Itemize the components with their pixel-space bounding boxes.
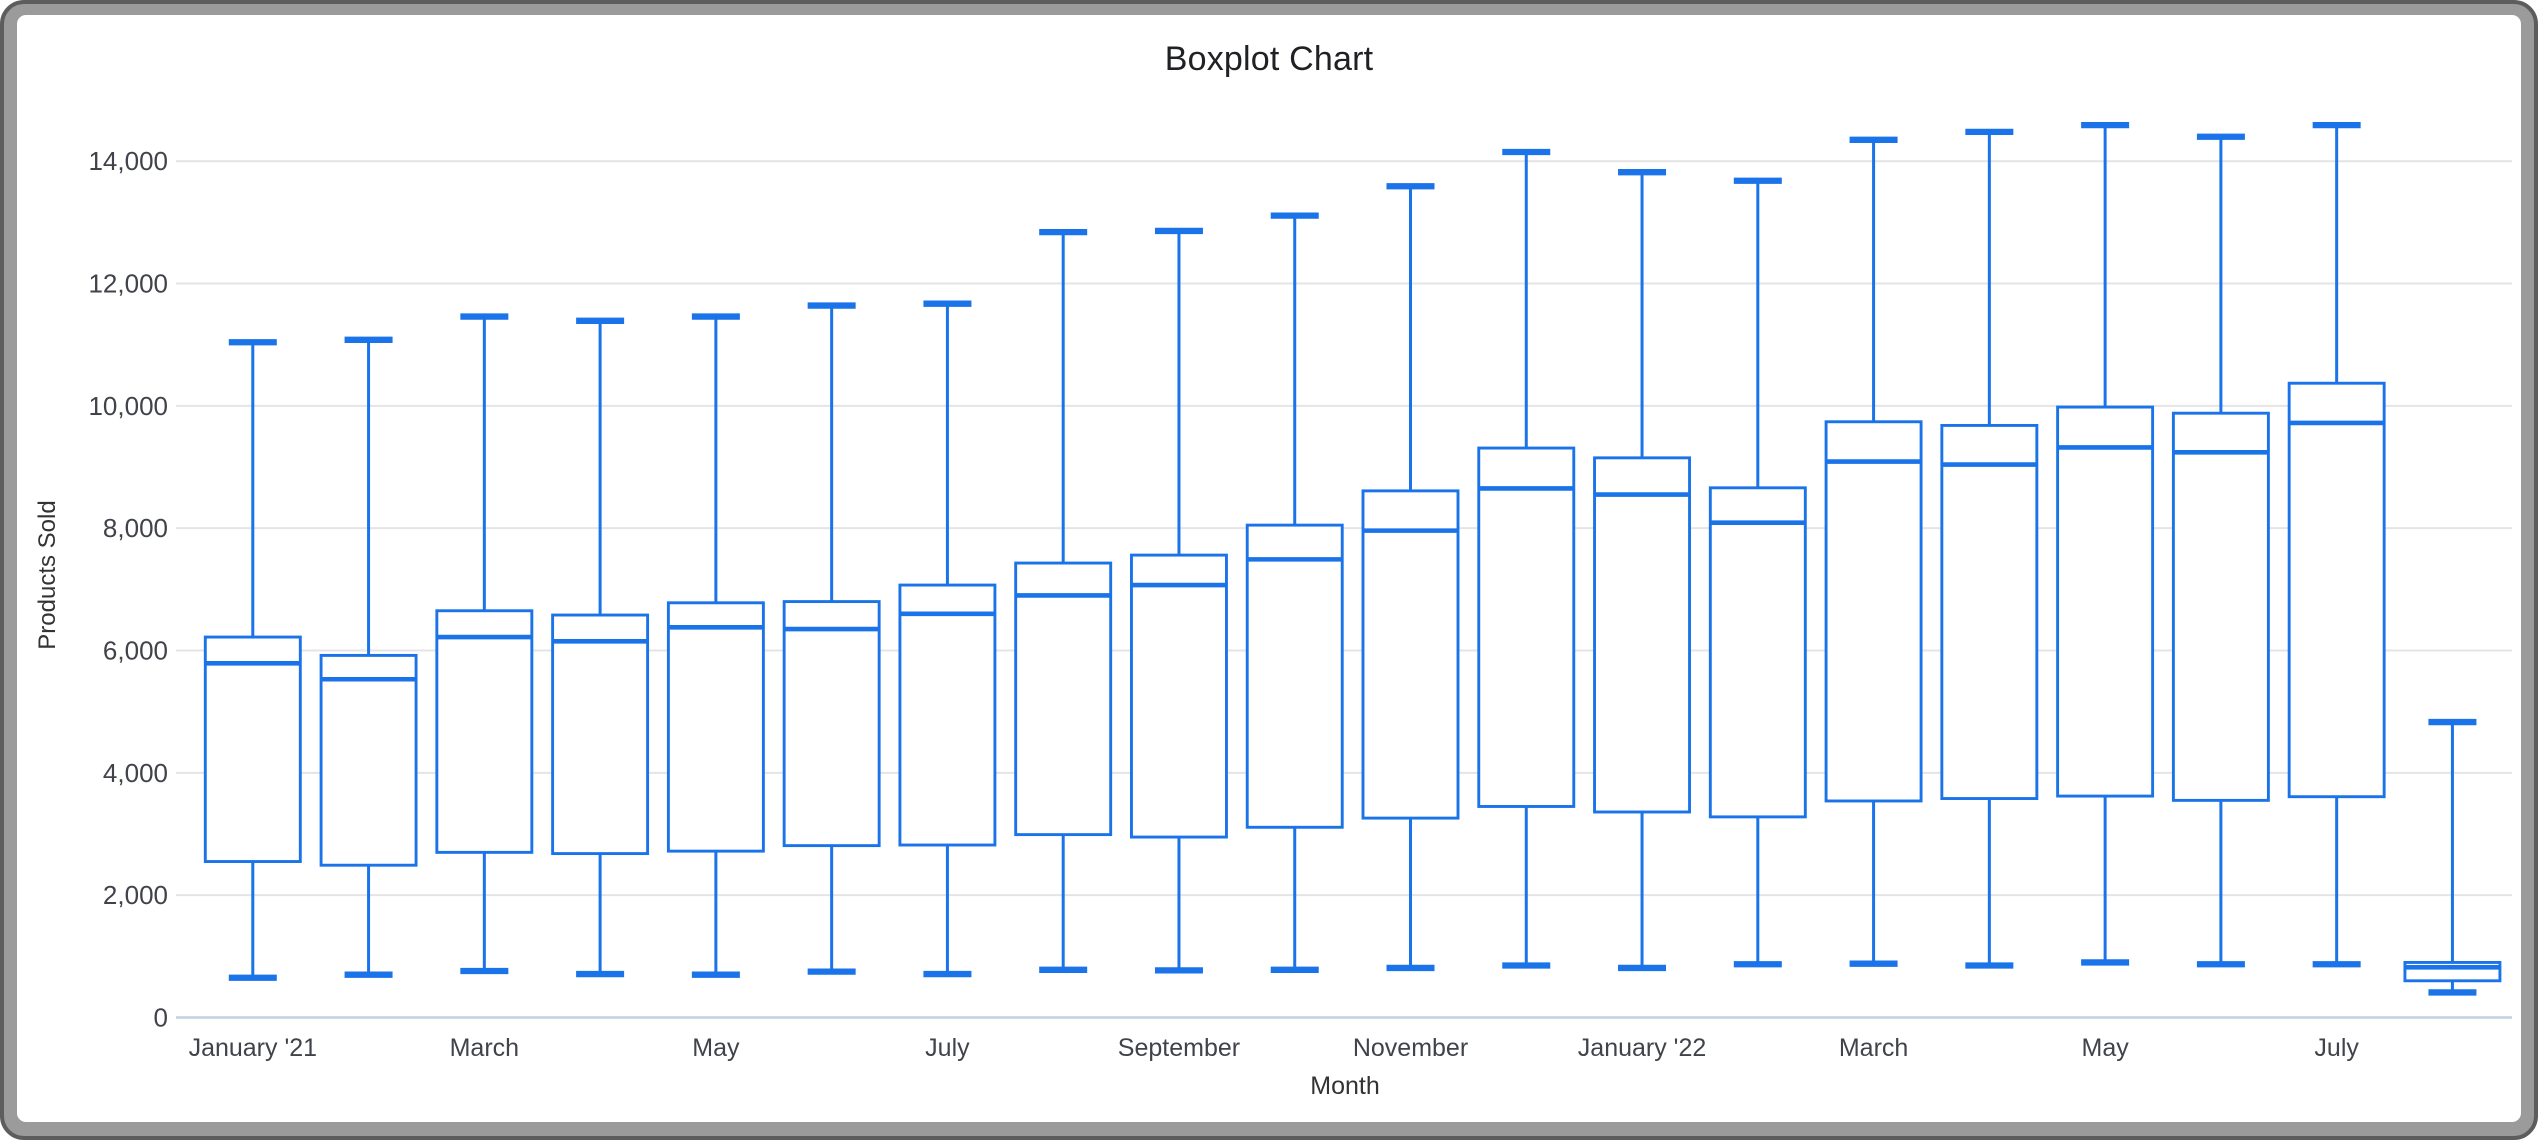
x-tick-label: May: [2082, 1034, 2130, 1062]
boxplot[interactable]: [1245, 212, 1344, 973]
x-axis-title: Month: [1310, 1072, 1380, 1100]
x-tick-label: November: [1353, 1034, 1468, 1062]
iqr-box: [2287, 381, 2386, 799]
iqr-box: [1477, 446, 1576, 808]
x-tick-label: March: [450, 1034, 519, 1062]
y-tick-label: 0: [154, 1003, 168, 1033]
iqr-box: [1824, 420, 1923, 803]
iqr-box: [782, 600, 881, 848]
boxplot[interactable]: [1593, 169, 1691, 972]
iqr-box: [2056, 405, 2155, 798]
x-tick-label: January '22: [1578, 1034, 1706, 1062]
boxplot[interactable]: [782, 302, 881, 975]
boxplot[interactable]: [1014, 228, 1113, 973]
y-tick-label: 8,000: [103, 513, 168, 543]
boxplot[interactable]: [1130, 227, 1228, 974]
boxplot[interactable]: [2403, 718, 2502, 996]
y-axis-title: Products Sold: [34, 500, 61, 650]
iqr-box: [1245, 523, 1344, 829]
x-tick-label: May: [692, 1034, 740, 1062]
iqr-box: [1361, 489, 1460, 820]
y-tick-label: 14,000: [88, 146, 168, 176]
iqr-box: [435, 609, 534, 854]
y-tick-label: 4,000: [103, 758, 168, 788]
iqr-box: [1014, 561, 1113, 837]
x-tick-label: September: [1118, 1034, 1240, 1062]
iqr-box: [2171, 411, 2270, 802]
y-tick-label: 6,000: [103, 636, 168, 666]
iqr-box: [1708, 486, 1807, 819]
boxplot[interactable]: [898, 300, 997, 978]
iqr-box: [1130, 553, 1228, 839]
y-tick-label: 10,000: [88, 391, 168, 421]
boxplot[interactable]: [666, 313, 765, 978]
iqr-box: [666, 601, 765, 853]
x-tick-label: July: [925, 1034, 970, 1062]
iqr-box: [1940, 423, 2039, 800]
boxplot[interactable]: [1477, 148, 1576, 969]
x-tick-label: July: [2314, 1034, 2359, 1062]
boxplot[interactable]: [1824, 136, 1923, 967]
boxplot[interactable]: [2287, 121, 2386, 968]
boxplot[interactable]: [203, 339, 302, 981]
boxplot[interactable]: [2171, 133, 2270, 968]
x-tick-label: March: [1839, 1034, 1908, 1062]
boxplot[interactable]: [1361, 183, 1460, 972]
y-tick-label: 2,000: [103, 880, 168, 910]
y-tick-label: 12,000: [88, 269, 168, 299]
boxplot[interactable]: [551, 317, 650, 978]
iqr-box: [551, 613, 650, 856]
x-tick-label: January '21: [189, 1034, 317, 1062]
boxplot[interactable]: [319, 336, 418, 978]
iqr-box: [319, 653, 418, 867]
boxplot[interactable]: [1940, 128, 2039, 969]
iqr-box: [203, 635, 302, 863]
boxplot[interactable]: [1708, 177, 1807, 968]
iqr-box: [1593, 456, 1691, 814]
boxplot[interactable]: [2056, 121, 2155, 966]
boxplot[interactable]: [435, 313, 534, 975]
chart-title: Boxplot Chart: [1164, 40, 1374, 78]
iqr-box: [898, 583, 997, 847]
